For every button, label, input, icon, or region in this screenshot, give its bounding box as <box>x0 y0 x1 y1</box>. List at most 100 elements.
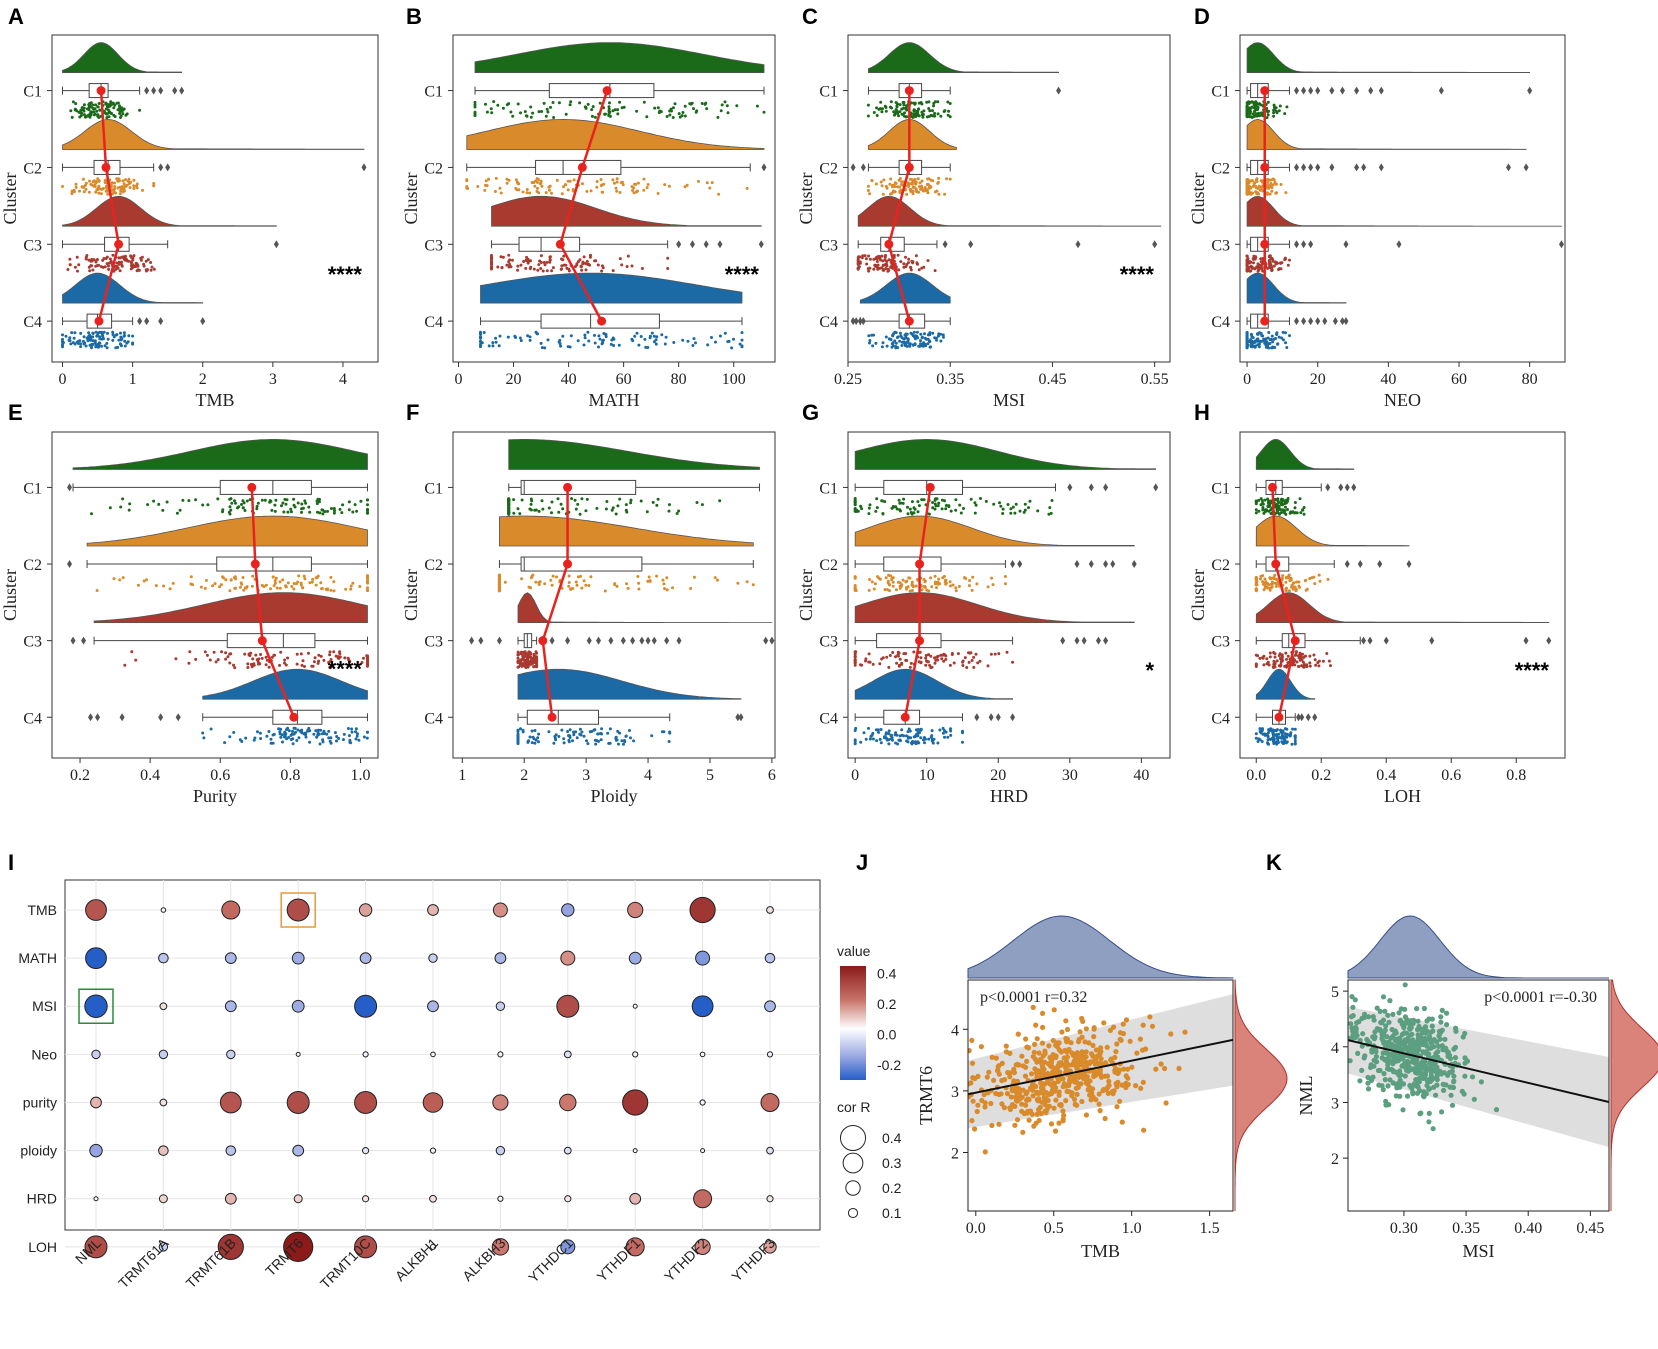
point-C4 <box>894 341 898 345</box>
scatter-point <box>1359 1067 1365 1073</box>
point-C3 <box>542 261 546 264</box>
point-C2 <box>615 189 619 193</box>
point-C4 <box>608 727 612 731</box>
point-C2 <box>879 180 883 184</box>
scatter-point <box>1079 1015 1085 1022</box>
bubble-HRD-YTHDF1 <box>629 1192 642 1205</box>
scatter-point <box>1074 1091 1080 1097</box>
point-C1 <box>868 503 872 507</box>
point-C3 <box>560 264 564 268</box>
panel-label: J <box>856 850 868 875</box>
scatter-point <box>982 1104 988 1110</box>
row-label-TMB: TMB <box>27 902 57 918</box>
point-C1 <box>927 512 931 516</box>
point-C4 <box>314 729 318 733</box>
significance-label: **** <box>1515 658 1550 683</box>
point-C2 <box>349 587 353 591</box>
point-C1 <box>611 506 615 510</box>
point-C2 <box>975 582 979 586</box>
outlier <box>1296 713 1301 722</box>
point-C1 <box>501 106 505 110</box>
x-axis-label: MATH <box>588 390 639 410</box>
point-C2 <box>642 177 646 181</box>
point-C2 <box>126 179 130 183</box>
point-C4 <box>346 727 350 730</box>
point-C2 <box>332 580 336 584</box>
point-C2 <box>1271 183 1275 187</box>
point-C4 <box>920 342 924 346</box>
point-C3 <box>968 651 972 655</box>
point-C3 <box>550 269 554 273</box>
point-C3 <box>972 655 976 659</box>
point-C1 <box>1288 511 1292 515</box>
x-tick-label: 20 <box>1310 371 1326 388</box>
scatter-point <box>1036 1050 1042 1056</box>
outlier <box>763 636 769 645</box>
scatter-point <box>1107 1027 1113 1033</box>
point-C2 <box>532 181 536 184</box>
point-C1 <box>1263 498 1267 502</box>
bubble-purity-TRMT61A <box>159 1098 168 1107</box>
point-C2 <box>1270 584 1274 588</box>
x-tick-label: 0 <box>455 371 463 388</box>
point-C4 <box>668 731 672 735</box>
point-C4 <box>528 735 532 739</box>
point-C3 <box>625 265 629 268</box>
scatter-point <box>1050 1037 1056 1044</box>
scatter-point <box>1096 1101 1102 1107</box>
point-C4 <box>1258 342 1261 346</box>
point-C2 <box>900 183 904 187</box>
point-C4 <box>1267 331 1271 334</box>
point-C2 <box>272 584 276 588</box>
scatter-point <box>1034 1074 1040 1080</box>
outlier <box>850 317 856 326</box>
scatter-point <box>1365 1074 1371 1081</box>
bubble-MSI-ALKBH3 <box>495 1001 506 1011</box>
scatter-point <box>981 1092 987 1098</box>
scatter-point <box>1133 1083 1139 1089</box>
outlier <box>857 317 863 326</box>
point-C1 <box>529 502 533 506</box>
point-C1 <box>665 115 669 118</box>
point-C2 <box>1003 575 1007 578</box>
point-C3 <box>301 659 305 663</box>
point-C4 <box>365 736 369 740</box>
point-C3 <box>1286 263 1290 267</box>
point-C4 <box>1275 740 1279 744</box>
bubble-TMB-YTHDF3 <box>766 906 774 914</box>
point-C3 <box>919 656 923 660</box>
point-C2 <box>647 575 651 579</box>
point-C2 <box>925 588 929 592</box>
point-C4 <box>1274 729 1278 733</box>
point-C3 <box>300 663 304 667</box>
point-C4 <box>526 740 530 744</box>
point-C3 <box>188 650 192 654</box>
outlier <box>1301 317 1307 326</box>
point-C4 <box>528 335 532 339</box>
point-C4 <box>272 732 276 736</box>
point-C2 <box>535 180 539 184</box>
box-C1 <box>548 83 655 99</box>
point-C2 <box>290 585 294 588</box>
point-C2 <box>525 191 529 195</box>
bubble-purity-YTHDC1 <box>559 1093 577 1112</box>
scatter-point <box>1123 1084 1129 1091</box>
point-C2 <box>967 584 971 588</box>
outlier <box>1056 86 1062 95</box>
point-C3 <box>101 258 105 262</box>
x-tick-label: 1.0 <box>350 767 370 784</box>
point-C1 <box>316 510 319 514</box>
point-C4 <box>885 738 889 742</box>
bubble-ploidy-YTHDF3 <box>766 1146 774 1155</box>
point-C3 <box>144 259 148 263</box>
x-tick-label: 60 <box>1451 371 1467 388</box>
point-C3 <box>365 654 369 658</box>
point-C3 <box>626 254 630 258</box>
scatter-point <box>1097 1108 1103 1114</box>
point-C3 <box>618 257 622 261</box>
point-C3 <box>1274 260 1278 264</box>
point-C4 <box>914 334 917 338</box>
scatter-point <box>1064 1049 1070 1055</box>
highlight-box <box>280 892 316 928</box>
point-C2 <box>941 576 945 580</box>
